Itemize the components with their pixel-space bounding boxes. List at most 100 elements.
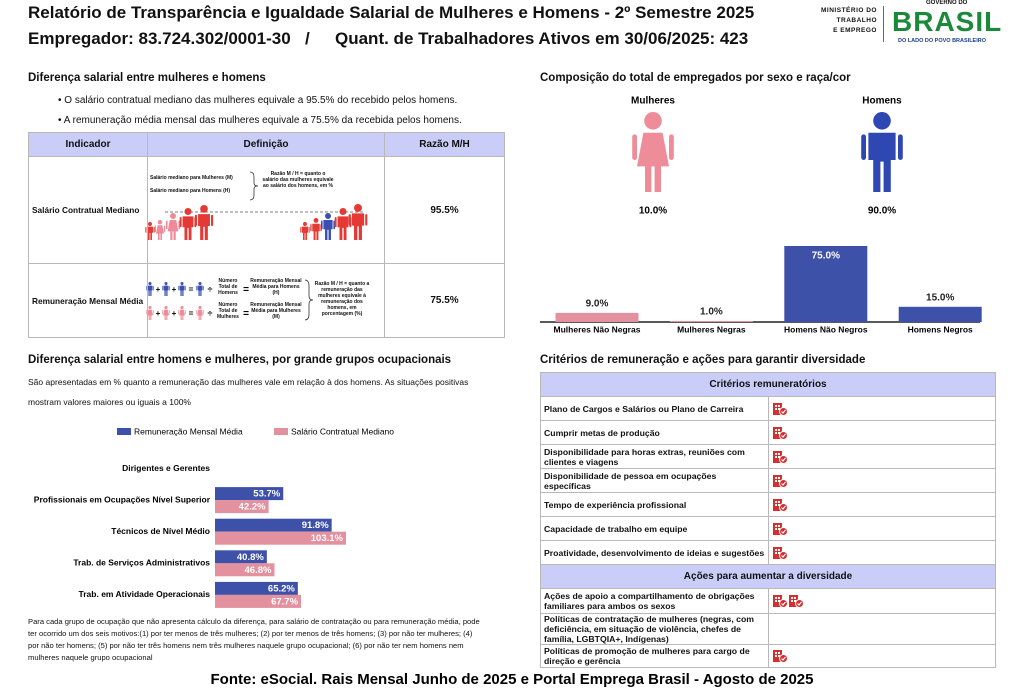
check-icon	[772, 450, 788, 464]
person-arm	[669, 134, 674, 160]
group-label: Mulheres	[631, 96, 675, 107]
icon-window	[777, 428, 780, 431]
check-icon	[772, 522, 788, 536]
icon-check	[780, 529, 786, 534]
bar	[215, 500, 269, 514]
bar	[215, 518, 332, 532]
gov-top: GOVERNO DO	[926, 0, 968, 6]
icon-window	[774, 600, 777, 602]
icon-building	[772, 522, 782, 535]
icon-check	[796, 601, 802, 606]
check-icon	[772, 402, 788, 416]
icon-window	[777, 455, 780, 458]
criteria-row: Disponibilidade para horas extras, reuni…	[540, 444, 996, 469]
bar	[215, 563, 275, 577]
icon-window	[774, 548, 777, 551]
criteria-text: Plano de Cargos e Salários ou Plano de C…	[540, 396, 769, 421]
section-row: Ações para aumentar a diversidade	[540, 564, 996, 589]
salary-table: Indicador Definição Razão M/H Salário Contr…	[28, 132, 505, 338]
bar	[215, 581, 298, 595]
icon-window	[774, 597, 777, 599]
value-label: 91.8%	[302, 520, 329, 531]
icon-window	[777, 500, 780, 503]
icon-window	[777, 431, 780, 434]
icon-window	[774, 652, 777, 654]
icon-building	[772, 595, 782, 607]
criteria-icons	[767, 613, 996, 645]
value-label: 103.1%	[311, 533, 344, 544]
icon-window	[777, 503, 780, 506]
icon-building	[772, 498, 782, 511]
criteria-text: Políticas de promoção de mulheres para c…	[540, 644, 769, 668]
icon-window	[774, 500, 777, 503]
icon-check	[780, 601, 786, 606]
group-share: 90.0%	[868, 206, 896, 217]
table-row: Salário Contratual Mediano 95.5%	[28, 156, 505, 264]
column-header: Definição	[147, 132, 385, 157]
legend-swatch	[274, 428, 288, 435]
icon-check	[780, 433, 786, 438]
workers: Quant. de Trabalhadores Ativos em 30/06/…	[335, 29, 749, 48]
criteria-text: Proatividade, desenvolvimento de ideias …	[540, 540, 769, 565]
check-icon	[772, 650, 788, 663]
header-row: Indicador Definição Razão M/H	[28, 132, 505, 157]
icon-window	[790, 600, 793, 602]
icon-window	[774, 503, 777, 506]
icon-window	[793, 597, 796, 599]
person-arm	[861, 134, 866, 160]
bar	[784, 246, 868, 322]
bar	[215, 531, 346, 545]
person-head	[644, 112, 662, 130]
logo-divider	[883, 6, 884, 42]
criteria-icons	[767, 492, 996, 517]
check-icon	[772, 426, 788, 440]
table-row: Remuneração Mensal Média 75.5%	[28, 263, 505, 338]
criteria-row: Ações de apoio a compartilhamento de obr…	[540, 588, 996, 614]
column-header: Indicador	[28, 132, 148, 157]
icon-window	[777, 597, 780, 599]
value-label: 65.2%	[268, 583, 295, 594]
value-label: 9.0%	[586, 299, 609, 310]
criteria-row: Políticas de promoção de mulheres para c…	[540, 644, 996, 668]
group-label: Homens	[862, 96, 902, 107]
description: São apresentadas em % quanto a remuneraç…	[28, 377, 469, 407]
value-label: 42.2%	[239, 502, 266, 513]
section-heading: Diferença salarial entre homens e mulher…	[28, 354, 452, 366]
bar	[215, 550, 267, 564]
criteria-text: Disponibilidade de pessoa em ocupações e…	[540, 468, 769, 493]
criteria-text: Capacidade de trabalho em equipe	[540, 516, 769, 541]
criteria-text: Ações de apoio a compartilhamento de obr…	[540, 588, 769, 614]
x-tick-label: Homens Negros	[908, 324, 973, 334]
criteria-row: Proatividade, desenvolvimento de ideias …	[540, 540, 996, 565]
icon-building	[772, 402, 782, 415]
value-label: 1.0%	[700, 307, 723, 318]
criteria-row: Políticas de contratação de mulheres (ne…	[540, 613, 996, 645]
criteria-icons	[767, 516, 996, 541]
criteria-row: Disponibilidade de pessoa em ocupações e…	[540, 468, 996, 493]
icon-window	[777, 452, 780, 455]
check-icon	[772, 498, 788, 512]
bar	[669, 320, 753, 322]
x-tick-label: Homens Não Negros	[784, 324, 868, 334]
employer: Empregador: 83.724.302/0001-30	[28, 29, 291, 48]
person-body	[868, 132, 896, 192]
icon-window	[793, 600, 796, 602]
icon-window	[774, 527, 777, 530]
icon-check	[780, 409, 786, 414]
criteria-text: Cumprir metas de produção	[540, 420, 769, 445]
ministry-line: TRABALHO	[836, 17, 877, 24]
check-icon	[772, 595, 788, 608]
bar	[555, 312, 639, 322]
y-tick-label: Profissionais em Ocupações Nível Superio…	[34, 494, 211, 504]
bullet: • O salário contratual mediano das mulhe…	[58, 95, 458, 106]
definition	[147, 263, 385, 338]
y-tick-label: Trab. de Serviços Administrativos	[73, 558, 210, 568]
legend-swatch	[117, 428, 131, 435]
definition	[147, 156, 385, 264]
icon-window	[777, 527, 780, 530]
value-label: 40.8%	[237, 552, 264, 563]
ratio: 75.5%	[384, 263, 505, 338]
indicator: Salário Contratual Mediano	[28, 156, 148, 264]
icon-window	[777, 655, 780, 657]
ministry-line: E EMPREGO	[833, 27, 877, 34]
